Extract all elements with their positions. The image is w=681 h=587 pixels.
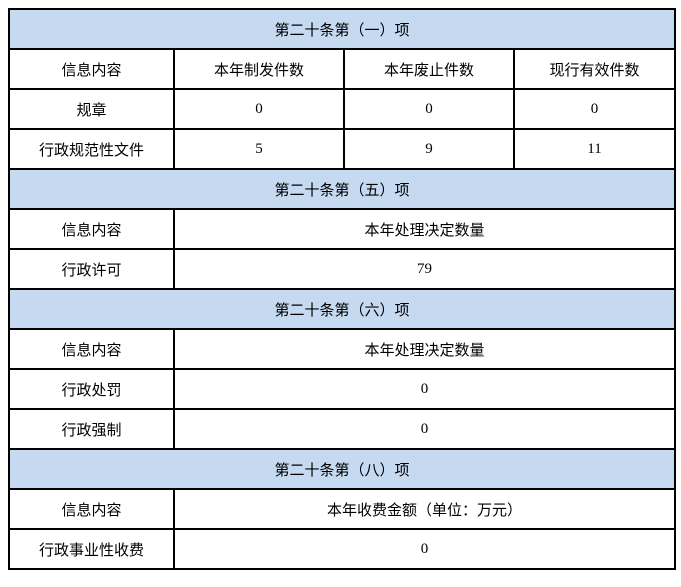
cell-value: 0 xyxy=(172,528,677,570)
column-header: 本年制发件数 xyxy=(173,48,345,90)
column-header: 本年处理决定数量 xyxy=(172,208,677,250)
cell-value: 0 xyxy=(172,368,677,410)
table-row: 行政事业性收费 0 xyxy=(8,528,677,570)
column-header: 现行有效件数 xyxy=(512,48,677,90)
column-header: 本年收费金额（单位：万元） xyxy=(172,488,677,530)
row-label: 行政处罚 xyxy=(8,368,175,410)
cell-value: 79 xyxy=(172,248,677,290)
section-header-row: 第二十条第（一）项 xyxy=(7,8,677,50)
table-row: 行政强制 0 xyxy=(8,408,677,450)
table-row: 信息内容 本年处理决定数量 xyxy=(8,208,677,250)
column-header: 本年处理决定数量 xyxy=(172,328,677,370)
table-row: 行政规范性文件 5 9 11 xyxy=(8,128,677,170)
row-label: 行政规范性文件 xyxy=(8,128,175,170)
table-row: 行政许可 79 xyxy=(8,248,677,290)
disclosure-report-table: 第二十条第（一）项 信息内容 本年制发件数 本年废止件数 现行有效件数 规章 0… xyxy=(7,8,677,570)
table-row: 信息内容 本年处理决定数量 xyxy=(8,328,677,370)
row-label: 行政事业性收费 xyxy=(8,528,175,570)
cell-value: 5 xyxy=(173,128,345,170)
cell-value: 0 xyxy=(343,88,515,130)
cell-value: 0 xyxy=(512,88,677,130)
section-header-row: 第二十条第（五）项 xyxy=(7,168,677,210)
table-row: 行政处罚 0 xyxy=(8,368,677,410)
table-row: 信息内容 本年制发件数 本年废止件数 现行有效件数 xyxy=(8,48,677,90)
cell-value: 9 xyxy=(343,128,515,170)
section-header-row: 第二十条第（八）项 xyxy=(7,448,677,490)
column-header: 信息内容 xyxy=(8,48,175,90)
column-header: 信息内容 xyxy=(8,328,175,370)
section-title: 第二十条第（六）项 xyxy=(7,288,677,330)
table-row: 信息内容 本年收费金额（单位：万元） xyxy=(8,488,677,530)
column-header: 信息内容 xyxy=(8,488,175,530)
row-label: 规章 xyxy=(8,88,175,130)
cell-value: 11 xyxy=(512,128,677,170)
table-row: 规章 0 0 0 xyxy=(8,88,677,130)
cell-value: 0 xyxy=(172,408,677,450)
row-label: 行政强制 xyxy=(8,408,175,450)
section-header-row: 第二十条第（六）项 xyxy=(7,288,677,330)
section-title: 第二十条第（一）项 xyxy=(7,8,677,50)
section-title: 第二十条第（八）项 xyxy=(7,448,677,490)
row-label: 行政许可 xyxy=(8,248,175,290)
section-title: 第二十条第（五）项 xyxy=(7,168,677,210)
cell-value: 0 xyxy=(173,88,345,130)
column-header: 本年废止件数 xyxy=(343,48,515,90)
column-header: 信息内容 xyxy=(8,208,175,250)
